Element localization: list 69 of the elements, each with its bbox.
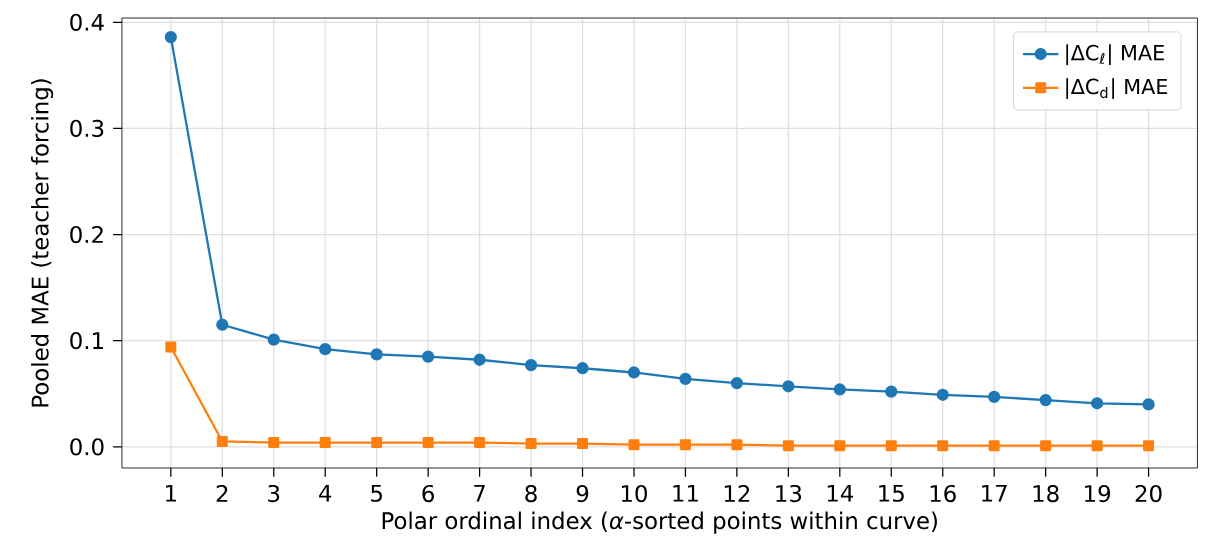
point: [1143, 440, 1155, 452]
x-tick-label: 3: [268, 484, 280, 503]
point: [988, 440, 1000, 452]
y-tick-label: 0.3: [70, 119, 104, 138]
point: [731, 439, 743, 451]
x-tick-label: 18: [1033, 484, 1059, 503]
y-axis-title: Pooled MAE (teacher forcing): [31, 79, 54, 407]
point: [267, 333, 280, 346]
point: [1091, 440, 1103, 452]
x-axis-title: Polar ordinal index (α-sorted points within curve): [382, 511, 937, 534]
x-tick-label: 5: [371, 484, 382, 502]
point: [576, 362, 589, 375]
x-tick-label: 12: [724, 484, 750, 502]
point: [370, 348, 383, 361]
point: [165, 341, 177, 353]
legend-label: |ΔC$_{d}$| MAE: [1066, 78, 1168, 99]
point: [268, 437, 280, 449]
point: [988, 390, 1001, 404]
x-tick-label: 16: [930, 484, 956, 503]
x-tick-label: 4: [319, 484, 332, 502]
x-tick-label: 10: [621, 484, 647, 503]
point: [524, 358, 538, 372]
point: [1039, 393, 1052, 407]
point: [216, 435, 228, 447]
point: [422, 437, 434, 449]
point: [679, 372, 692, 385]
point: [525, 438, 537, 450]
point: [473, 353, 486, 366]
point: [627, 366, 641, 379]
y-tick-label: 0.0: [70, 438, 104, 456]
point: [834, 440, 846, 452]
point: [936, 388, 949, 401]
y-tick-label: 0.2: [70, 225, 103, 244]
point: [1090, 397, 1104, 410]
x-tick-label: 14: [827, 484, 854, 502]
point: [782, 440, 794, 452]
x-tick-label: 2: [216, 484, 228, 502]
x-tick-label: 20: [1135, 484, 1162, 503]
point: [1040, 440, 1052, 452]
x-tick-label: 9: [576, 484, 589, 503]
point: [628, 439, 640, 451]
x-tick-label: 7: [474, 484, 485, 502]
x-tick-label: 19: [1085, 484, 1111, 503]
point: [371, 437, 383, 449]
x-tick-label: 1: [166, 484, 176, 502]
x-tick-label: 11: [673, 484, 698, 502]
point: [1142, 398, 1155, 411]
point: [577, 438, 589, 450]
point: [782, 380, 795, 393]
point: [474, 437, 486, 449]
x-tick-label: 15: [879, 484, 904, 502]
x-tick-label: 6: [422, 484, 434, 503]
point: [319, 343, 332, 356]
point: [885, 440, 897, 452]
legend-label: |ΔC$_{ℓ}$| MAE: [1066, 44, 1164, 66]
x-tick-label: 13: [776, 484, 802, 503]
point: [216, 318, 229, 331]
point: [679, 439, 691, 451]
point: [833, 383, 846, 396]
y-tick-label: 0.1: [70, 332, 103, 350]
point: [937, 440, 949, 452]
point: [164, 31, 177, 44]
x-tick-label: 17: [982, 484, 1007, 502]
point: [319, 437, 331, 449]
point: [885, 385, 898, 398]
point: [422, 350, 435, 363]
y-tick-label: 0.4: [70, 13, 104, 31]
x-tick-label: 8: [525, 484, 537, 503]
point: [730, 377, 744, 390]
